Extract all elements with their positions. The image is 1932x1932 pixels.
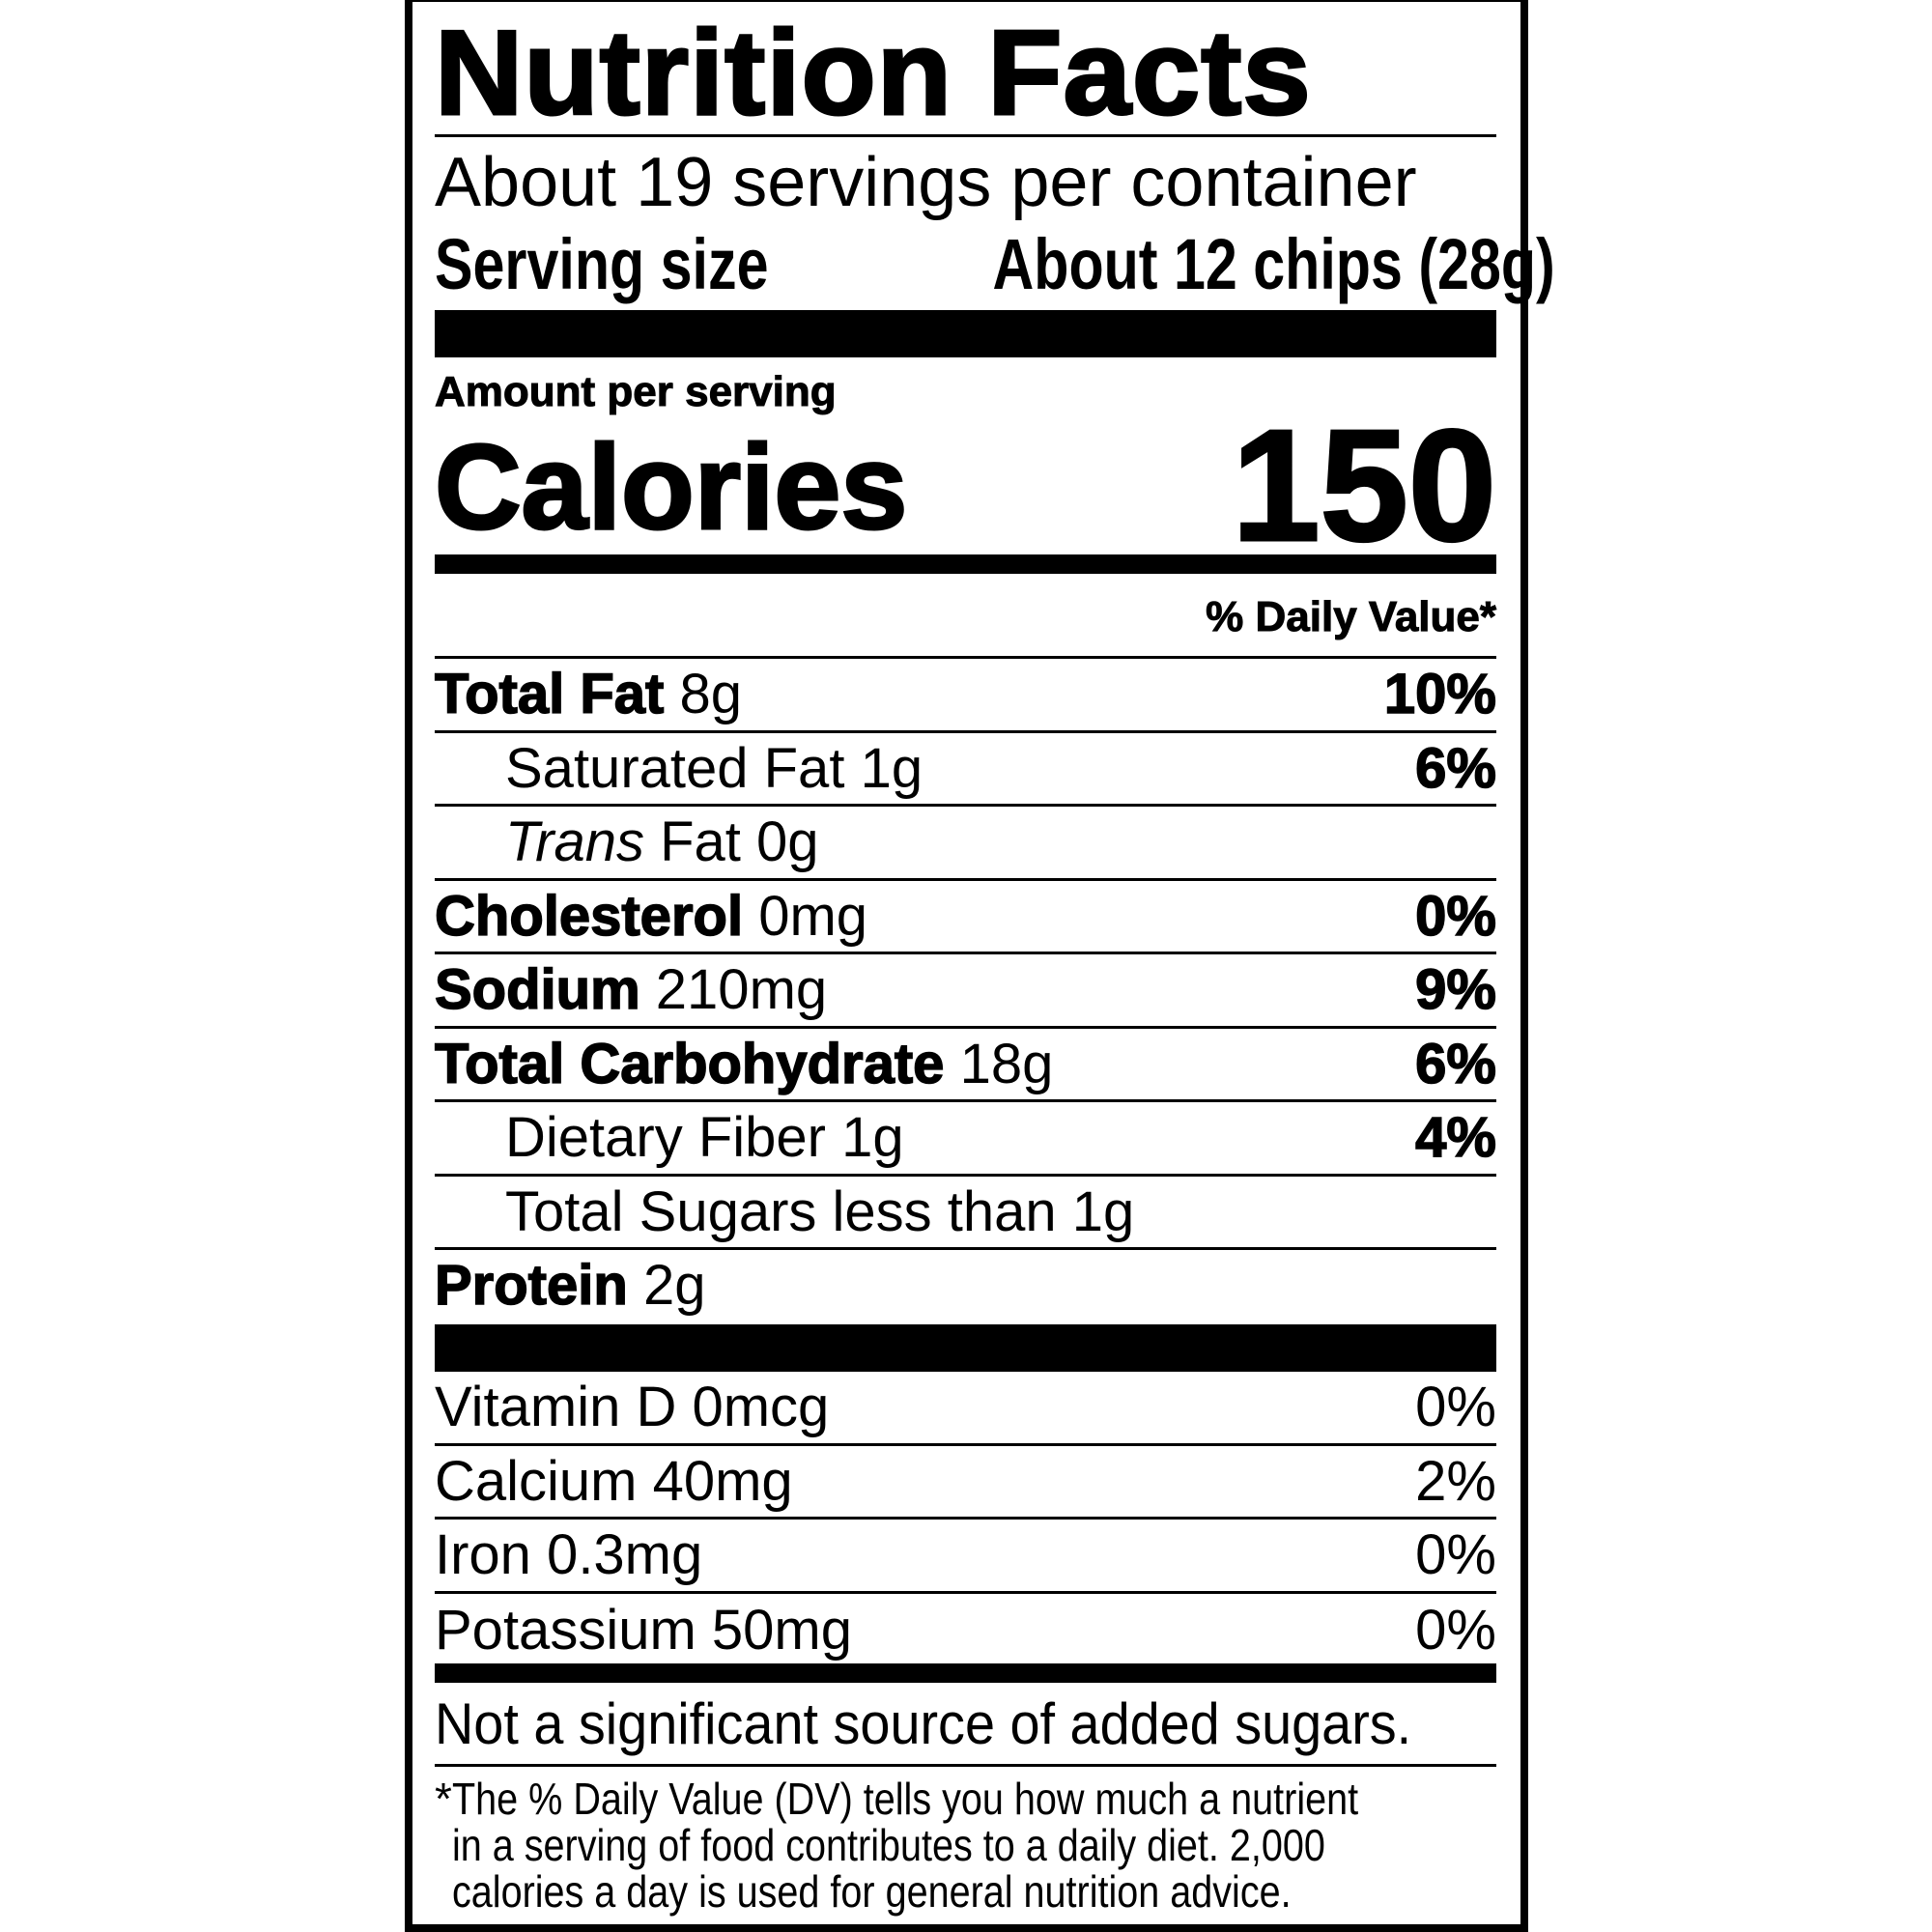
vitamin-label: Calcium 40mg bbox=[435, 1449, 793, 1513]
label-title: Nutrition Facts bbox=[433, 7, 1496, 140]
nutrient-name: Saturated Fat bbox=[505, 736, 845, 800]
nutrient-row-cholesterol: Cholesterol 0mg 0% bbox=[434, 877, 1497, 952]
nutrient-dv: 6% bbox=[1414, 736, 1496, 801]
divider-thin bbox=[435, 1764, 1496, 1767]
vitamin-row-iron: Iron 0.3mg 0% bbox=[435, 1520, 1496, 1594]
vitamin-dv: 0% bbox=[1415, 1599, 1496, 1662]
divider-thin bbox=[435, 134, 1496, 137]
vitamin-list: Vitamin D 0mcg 0% Calcium 40mg 2% Iron 0.3… bbox=[435, 1372, 1496, 1667]
nutrient-row-trans-fat: Trans Fat 0g bbox=[435, 804, 1496, 878]
title-text: Nutrition Facts bbox=[433, 7, 1312, 140]
vitamin-dv: 0% bbox=[1415, 1376, 1496, 1439]
added-sugars-note: Not a significant source of added sugars… bbox=[435, 1690, 1496, 1758]
nutrient-amount: 1g bbox=[841, 1106, 904, 1170]
vitamin-dv: 2% bbox=[1415, 1449, 1496, 1513]
nutrient-name: Total Sugars bbox=[505, 1179, 817, 1243]
calories-label: Calories bbox=[433, 421, 908, 554]
footnote: * The % Daily Value (DV) tells you how m… bbox=[435, 1776, 1496, 1915]
nutrient-dv: 9% bbox=[1414, 958, 1496, 1023]
calories-row: Calories 150 bbox=[433, 397, 1498, 574]
added-sugars-text: Not a significant source of added sugars… bbox=[435, 1691, 1412, 1756]
daily-value-header: % Daily Value* bbox=[1206, 593, 1497, 641]
servings-per-container: About 19 servings per container bbox=[435, 144, 1417, 221]
nutrient-name: Total Carbohydrate bbox=[434, 1032, 945, 1096]
footnote-line: in a serving of food contributes to a da… bbox=[451, 1820, 1325, 1870]
nutrient-row-total-fat: Total Fat 8g 10% bbox=[434, 656, 1497, 730]
nutrient-name: Total Fat bbox=[434, 663, 665, 727]
serving-size-value: About 12 chips (28g) bbox=[992, 224, 1555, 304]
footnote-line: calories a day is used for general nutri… bbox=[451, 1866, 1292, 1917]
nutrient-row-saturated-fat: Saturated Fat 1g 6% bbox=[435, 729, 1497, 805]
nutrient-row-dietary-fiber: Dietary Fiber 1g 4% bbox=[435, 1099, 1497, 1174]
nutrient-row-total-carbohydrate: Total Carbohydrate 18g 6% bbox=[434, 1025, 1497, 1100]
nutrient-row-protein: Protein 2g bbox=[434, 1247, 1496, 1321]
nutrient-dv: 4% bbox=[1414, 1106, 1496, 1171]
nutrient-dv: 10% bbox=[1383, 663, 1497, 727]
vitamin-label: Potassium 50mg bbox=[435, 1599, 852, 1662]
divider-thick bbox=[435, 310, 1496, 357]
nutrient-amount: 1g bbox=[860, 736, 923, 800]
serving-size-label: Serving size bbox=[435, 224, 769, 304]
footnote-marker: * bbox=[435, 1774, 452, 1824]
nutrient-amount: less than 1g bbox=[832, 1179, 1135, 1243]
serving-size: Serving size About 12 chips (28g) bbox=[435, 224, 1555, 304]
calories-value: 150 bbox=[1231, 397, 1498, 574]
nutrient-name: Sodium bbox=[434, 958, 640, 1023]
nutrient-amount: 18g bbox=[959, 1032, 1054, 1095]
nutrient-name: Fat bbox=[660, 810, 741, 874]
vitamin-row-vitamin-d: Vitamin D 0mcg 0% bbox=[435, 1372, 1496, 1446]
nutrient-name: Protein bbox=[434, 1254, 628, 1319]
nutrient-amount: 0mg bbox=[758, 884, 868, 948]
nutrient-amount: 2g bbox=[642, 1254, 706, 1318]
vitamin-label: Iron 0.3mg bbox=[435, 1523, 703, 1587]
vitamin-dv: 0% bbox=[1415, 1523, 1496, 1587]
nutrient-row-sodium: Sodium 210mg 9% bbox=[434, 952, 1497, 1026]
divider-thick bbox=[435, 1324, 1496, 1372]
nutrient-name: Cholesterol bbox=[434, 884, 744, 949]
nutrient-row-total-sugars: Total Sugars less than 1g bbox=[435, 1173, 1496, 1248]
nutrient-amount: 0g bbox=[756, 810, 819, 874]
nutrient-dv: 6% bbox=[1414, 1032, 1496, 1096]
nutrition-label-border bbox=[405, 0, 1528, 1932]
footnote-line: The % Daily Value (DV) tells you how muc… bbox=[451, 1774, 1359, 1824]
nutrient-name: Dietary Fiber bbox=[505, 1106, 826, 1170]
amount-per-serving: Amount per serving bbox=[435, 368, 838, 415]
divider-medium bbox=[435, 1663, 1496, 1683]
nutrient-amount: 210mg bbox=[655, 958, 828, 1022]
vitamin-label: Vitamin D 0mcg bbox=[435, 1376, 830, 1439]
nutrient-dv: 0% bbox=[1414, 884, 1496, 949]
nutrient-name-italic: Trans bbox=[505, 810, 644, 874]
vitamin-row-potassium: Potassium 50mg 0% bbox=[435, 1594, 1496, 1668]
nutrient-list: Total Fat 8g 10% Saturated Fat 1g 6% Trans… bbox=[434, 656, 1497, 1321]
vitamin-row-calcium: Calcium 40mg 2% bbox=[435, 1446, 1496, 1520]
divider-medium bbox=[435, 554, 1496, 574]
nutrient-amount: 8g bbox=[679, 663, 742, 726]
